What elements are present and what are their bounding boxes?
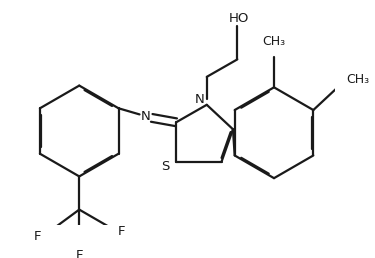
Text: N: N (141, 110, 150, 123)
Text: F: F (117, 225, 125, 238)
Text: CH₃: CH₃ (346, 73, 370, 86)
Text: N: N (195, 93, 205, 106)
Text: F: F (34, 230, 41, 243)
Text: HO: HO (229, 12, 249, 25)
Text: CH₃: CH₃ (262, 35, 286, 48)
Text: F: F (75, 248, 83, 258)
Text: S: S (162, 160, 170, 173)
